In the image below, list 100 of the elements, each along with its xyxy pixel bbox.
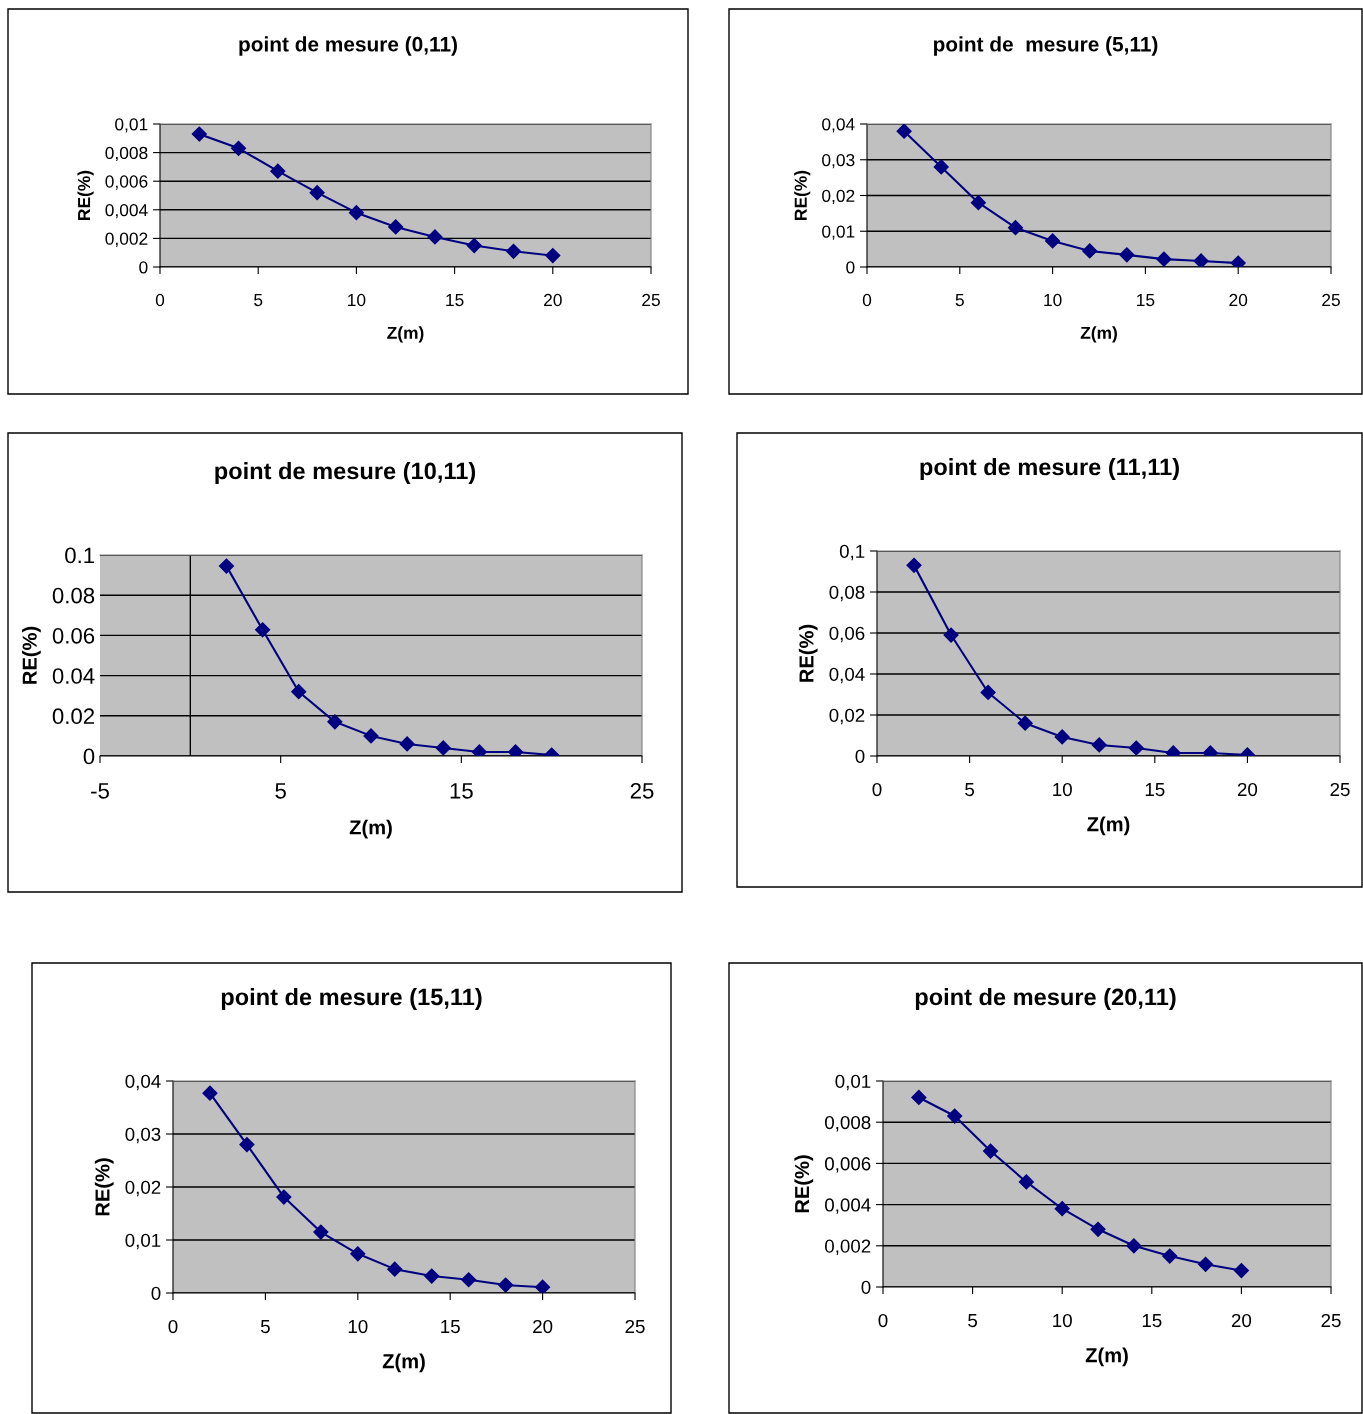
point	[1007, 220, 1024, 236]
x-tick-label: 5	[275, 783, 286, 799]
y-tick-label: 0,02	[829, 708, 865, 725]
y-tick-label: 0	[151, 1286, 161, 1300]
x-tick-label: 10	[348, 1319, 368, 1334]
point	[498, 1277, 514, 1293]
y-tick-label: 0,01	[115, 118, 148, 133]
point	[202, 1085, 218, 1101]
x-tick-label: 20	[544, 293, 562, 307]
point	[363, 728, 379, 744]
chart-title: point de mesure (20,11)	[915, 987, 1176, 1011]
point	[1082, 243, 1098, 259]
x-tick-label: 20	[533, 1319, 553, 1334]
y-tick-label: 0,04	[125, 1074, 161, 1091]
chart-title: point de mesure (0,11)	[239, 36, 457, 56]
point	[1054, 729, 1070, 745]
y-tick-label: 0,02	[125, 1180, 161, 1197]
x-tick-label: 10	[1053, 782, 1072, 797]
x-tick-label: 0	[168, 1319, 178, 1334]
point	[309, 185, 325, 201]
x-tick-label: 20	[1229, 293, 1248, 307]
x-tick-label: 15	[450, 783, 473, 799]
point	[1119, 247, 1135, 263]
point	[911, 1089, 927, 1106]
point	[1230, 255, 1246, 267]
y-tick-label: 0,01	[835, 1074, 871, 1091]
point	[1162, 1248, 1178, 1264]
point	[1126, 1238, 1142, 1254]
point	[239, 1137, 255, 1153]
point	[471, 744, 487, 756]
x-tick-label: 10	[1044, 293, 1062, 307]
point	[535, 1279, 551, 1293]
point	[327, 714, 343, 730]
y-tick-label: 0,002	[825, 1239, 871, 1255]
y-tick-label: 0	[855, 749, 865, 763]
x-tick-label: 15	[1137, 294, 1155, 307]
y-tick-label: 0,08	[829, 585, 865, 602]
x-axis-title: Z(m)	[1080, 326, 1117, 343]
point	[1017, 715, 1033, 731]
x-tick-label: 25	[1322, 293, 1340, 307]
y-tick-label: 0,03	[822, 153, 855, 169]
y-tick-label: 0,01	[125, 1233, 161, 1250]
y-tick-label: 0,008	[825, 1115, 871, 1132]
point	[348, 205, 364, 221]
y-tick-label: 0	[861, 1280, 871, 1294]
x-axis-title: Z(m)	[382, 1353, 425, 1373]
point	[1090, 1221, 1106, 1237]
x-tick-label: 5	[965, 783, 975, 797]
x-tick-label: 5	[968, 1314, 978, 1328]
y-axis-title: RE(%)	[794, 1155, 814, 1213]
point	[545, 247, 561, 264]
y-tick-label: 0,01	[822, 225, 855, 240]
y-tick-label: 0.06	[52, 627, 95, 644]
point	[1156, 251, 1172, 267]
y-axis-title: RE(%)	[77, 170, 94, 220]
y-tick-label: 0,02	[822, 189, 855, 205]
point	[505, 243, 522, 259]
x-tick-label: 0	[878, 1313, 888, 1328]
point	[255, 622, 271, 638]
point	[424, 1268, 440, 1284]
y-tick-label: 0.1	[65, 547, 95, 564]
point	[896, 124, 912, 139]
point	[906, 557, 922, 573]
point	[947, 1108, 963, 1124]
y-tick-label: 0,006	[825, 1157, 871, 1173]
y-tick-label: 0,004	[825, 1198, 871, 1214]
x-tick-label: 15	[1145, 783, 1165, 797]
chart-title: point de mesure (11,11)	[920, 457, 1179, 480]
chart-title: point de mesure (10,11)	[215, 461, 476, 484]
x-tick-label: 5	[955, 294, 964, 307]
x-tick-label: 5	[260, 1320, 270, 1334]
x-tick-label: -5	[91, 783, 109, 799]
point	[218, 558, 235, 574]
y-tick-label: 0,006	[105, 175, 148, 190]
point	[461, 1272, 477, 1288]
y-tick-label: 0,06	[829, 626, 865, 643]
point	[388, 219, 404, 235]
x-axis-title: Z(m)	[1087, 816, 1130, 836]
point	[191, 126, 207, 142]
x-tick-label: 15	[1142, 1314, 1162, 1328]
point	[1018, 1174, 1034, 1190]
x-tick-label: 10	[348, 293, 366, 307]
point	[933, 159, 949, 175]
x-tick-label: 25	[625, 1319, 645, 1334]
x-axis-title: Z(m)	[1085, 1347, 1128, 1367]
x-tick-label: 25	[1321, 1313, 1341, 1328]
point	[982, 1143, 999, 1159]
point	[313, 1224, 329, 1240]
point	[1091, 737, 1107, 753]
x-tick-label: 15	[446, 294, 464, 307]
point	[291, 684, 307, 700]
y-axis-title: RE(%)	[794, 170, 811, 220]
y-tick-label: 0.04	[52, 668, 95, 684]
point	[466, 237, 482, 254]
y-tick-label: 0	[846, 261, 855, 274]
point	[276, 1189, 292, 1205]
point	[427, 229, 443, 245]
y-tick-label: 0,04	[822, 118, 855, 133]
y-tick-label: 0,008	[105, 146, 148, 162]
y-tick-label: 0,1	[839, 544, 865, 561]
